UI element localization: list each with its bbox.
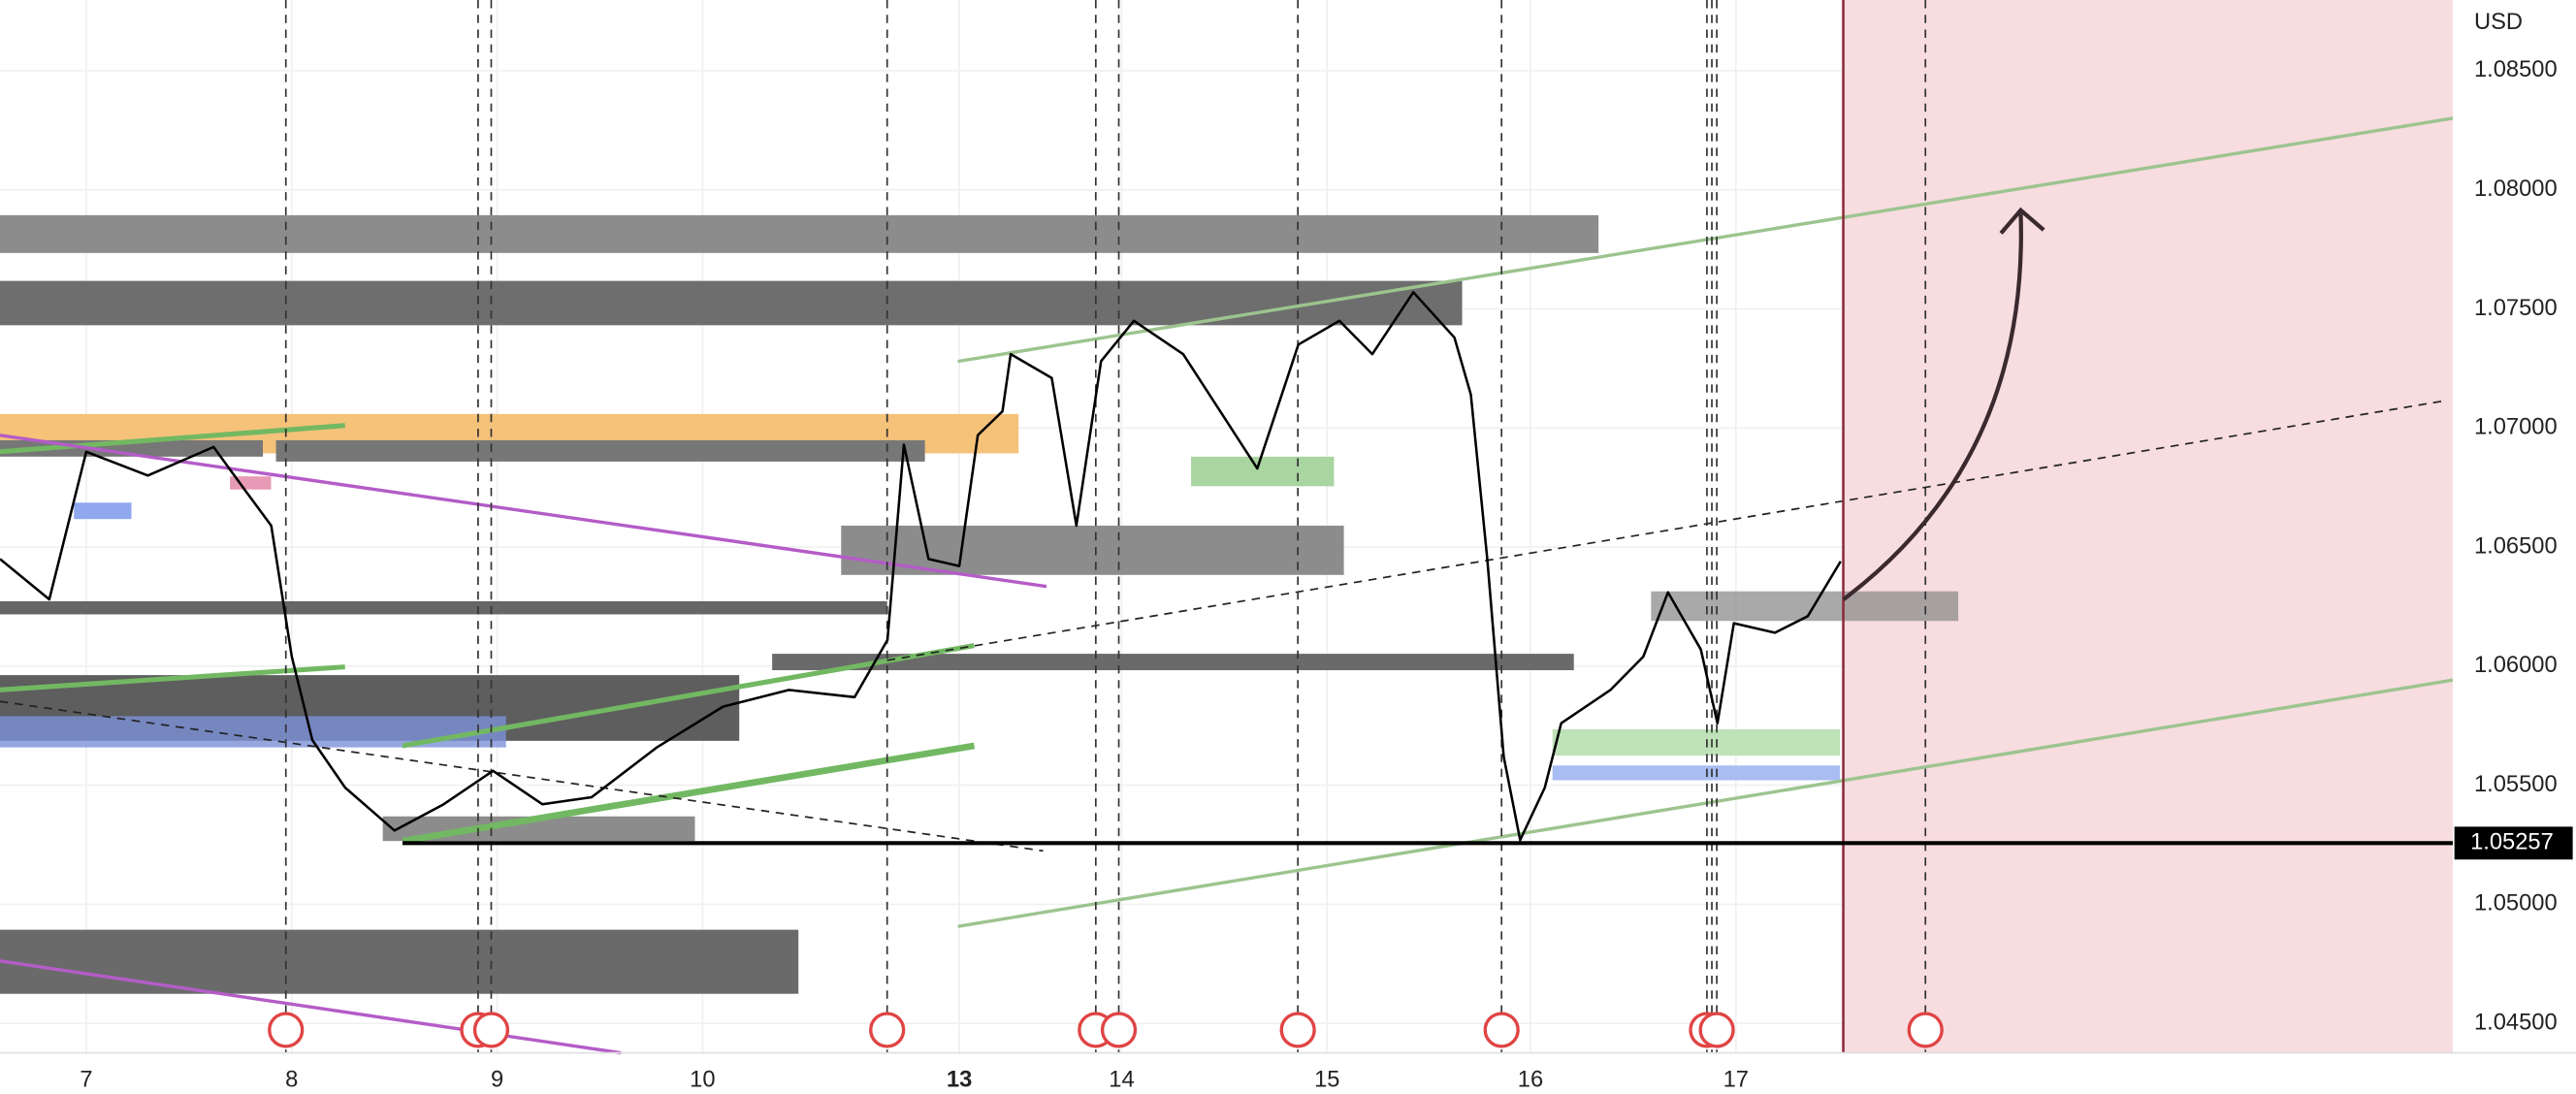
- trend-line: [402, 643, 975, 749]
- zone: [275, 439, 925, 462]
- event-icon[interactable]: [1698, 1012, 1735, 1048]
- currency-label: USD: [2474, 10, 2523, 35]
- y-tick-label: 1.07000: [2474, 415, 2558, 440]
- zone: [1552, 729, 1841, 756]
- y-tick-label: 1.06500: [2474, 533, 2558, 559]
- event-icon[interactable]: [1907, 1012, 1944, 1048]
- y-tick-label: 1.08000: [2474, 177, 2558, 202]
- price-label-box: [2454, 826, 2573, 860]
- zone: [0, 214, 1599, 253]
- event-icon[interactable]: [1100, 1012, 1138, 1048]
- session-lines: [284, 0, 1927, 1053]
- y-tick-label: 1.05500: [2474, 772, 2558, 797]
- trend-line: [0, 434, 1047, 589]
- x-tick-label: 14: [1109, 1068, 1134, 1093]
- zone: [0, 929, 799, 994]
- y-tick-label: 1.05000: [2474, 891, 2558, 917]
- axes: 1.08500 1.08000 1.07500 1.07000 1.06500 1.060…: [80, 57, 2573, 1093]
- trend-line: [0, 959, 622, 1055]
- event-icons: [268, 1012, 1944, 1048]
- zone: [1191, 456, 1335, 487]
- trend-line: [957, 678, 2454, 928]
- y-tick-label: 1.06000: [2474, 653, 2558, 678]
- trend-line: [402, 742, 976, 845]
- event-icon[interactable]: [268, 1012, 305, 1048]
- trend-line: [0, 423, 345, 455]
- x-tick-label: 7: [80, 1068, 92, 1093]
- price-axis: [2452, 0, 2576, 1094]
- trend-line: [886, 400, 2445, 661]
- x-tick-label: 10: [690, 1068, 715, 1093]
- forecast-arrow: [1842, 207, 2045, 601]
- zone: [1552, 765, 1841, 781]
- x-tick-label: 9: [491, 1068, 503, 1093]
- price-line: [0, 291, 1842, 842]
- zone: [0, 600, 887, 615]
- trend-line: [0, 700, 1044, 853]
- trend-lines: [0, 116, 2454, 1055]
- event-icon[interactable]: [472, 1012, 510, 1048]
- trend-line: [0, 664, 345, 692]
- price-label: 1.05257: [2470, 830, 2554, 855]
- y-tick-label: 1.04500: [2474, 1010, 2558, 1035]
- zone: [0, 280, 1463, 326]
- event-icon[interactable]: [869, 1012, 906, 1048]
- plot: [0, 291, 2576, 846]
- y-tick-label: 1.07500: [2474, 296, 2558, 321]
- event-icon[interactable]: [1483, 1012, 1520, 1048]
- x-tick-label: 15: [1314, 1068, 1339, 1093]
- future-zone: [1843, 0, 2453, 1053]
- zone: [841, 525, 1344, 575]
- zone: [772, 654, 1574, 671]
- zones: [0, 214, 1959, 994]
- event-icon[interactable]: [1279, 1012, 1316, 1048]
- x-tick-label: 17: [1723, 1068, 1749, 1093]
- zone: [74, 502, 132, 520]
- x-tick-label: 8: [285, 1068, 298, 1093]
- zone: [1651, 591, 1959, 622]
- zone: [230, 476, 272, 490]
- x-tick-label: 13: [947, 1068, 972, 1093]
- y-tick-label: 1.08500: [2474, 57, 2558, 82]
- trend-line: [957, 116, 2454, 364]
- x-tick-label: 16: [1518, 1068, 1543, 1093]
